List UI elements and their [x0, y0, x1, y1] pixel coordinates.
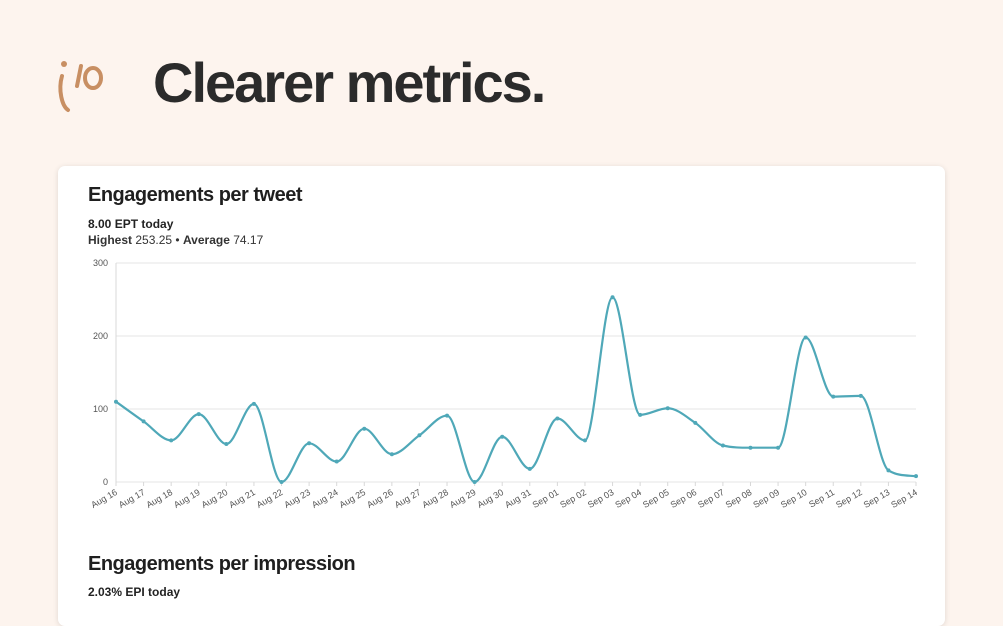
- section-title-ept: Engagements per tweet: [88, 184, 303, 206]
- x-tick-label: Sep 13: [862, 487, 892, 510]
- logo-stroke-i: [58, 74, 70, 112]
- data-point: [389, 452, 394, 457]
- x-tick-label: Sep 07: [696, 487, 726, 510]
- data-point: [803, 335, 808, 340]
- data-point: [720, 443, 725, 448]
- metrics-card: Engagements per tweet 8.00 EPT today Hig…: [58, 166, 945, 626]
- x-tick-label: Sep 01: [531, 487, 561, 510]
- x-tick-label: Sep 05: [641, 487, 671, 510]
- data-point: [445, 413, 450, 418]
- series-line: [115, 296, 917, 484]
- data-point: [831, 394, 836, 399]
- y-tick-label: 100: [93, 404, 108, 414]
- data-point: [610, 295, 615, 300]
- x-tick-label: Aug 17: [117, 487, 147, 510]
- data-point: [196, 412, 201, 417]
- x-tick-label: Aug 30: [475, 487, 505, 510]
- y-tick-label: 0: [103, 477, 108, 487]
- x-tick-label: Aug 31: [503, 487, 533, 510]
- ept-today: 8.00 EPT today: [88, 217, 174, 231]
- data-point: [362, 426, 367, 431]
- data-point: [748, 445, 753, 450]
- data-point: [500, 434, 505, 439]
- x-tick-label: Aug 25: [338, 487, 368, 510]
- x-tick-label: Aug 28: [420, 487, 450, 510]
- logo-stroke-l: [75, 64, 83, 88]
- logo-dot: [61, 61, 67, 67]
- data-point: [251, 401, 256, 406]
- y-tick-label: 300: [93, 258, 108, 268]
- average-label: Average: [182, 233, 230, 247]
- data-point: [334, 459, 339, 464]
- x-tick-label: Sep 04: [613, 487, 643, 510]
- x-tick-label: Aug 16: [89, 487, 119, 510]
- x-tick-label: Aug 19: [172, 487, 202, 510]
- data-point: [417, 433, 422, 438]
- x-tick-label: Sep 09: [751, 487, 781, 510]
- headline: Clearer metrics.: [153, 51, 546, 114]
- data-point: [141, 419, 146, 424]
- separator: •: [175, 233, 180, 247]
- section-title-epi: Engagements per impression: [88, 553, 356, 575]
- x-tick-label: Aug 22: [255, 487, 285, 510]
- data-point: [279, 480, 284, 484]
- data-point: [224, 442, 229, 447]
- data-point: [582, 438, 587, 443]
- highest-label: Highest: [88, 233, 133, 247]
- x-tick-label: Aug 27: [393, 487, 423, 510]
- data-point: [169, 438, 174, 443]
- x-tick-label: Aug 24: [310, 487, 340, 510]
- x-tick-label: Aug 20: [200, 487, 230, 510]
- highest-value: 253.25: [135, 233, 173, 247]
- data-point: [638, 412, 643, 417]
- data-point: [886, 468, 891, 473]
- data-point: [555, 416, 560, 421]
- epi-today: 2.03% EPI today: [88, 585, 181, 599]
- x-tick-label: Aug 18: [144, 487, 174, 510]
- x-tick-label: Aug 26: [365, 487, 395, 510]
- data-point: [307, 441, 312, 446]
- logo-stroke-o: [83, 66, 103, 90]
- x-tick-label: Sep 03: [586, 487, 616, 510]
- x-tick-label: Sep 10: [779, 487, 809, 510]
- data-point: [693, 420, 698, 425]
- x-tick-label: Sep 08: [724, 487, 754, 510]
- y-tick-label: 200: [93, 331, 108, 341]
- data-point: [776, 445, 781, 450]
- data-point: [665, 406, 670, 411]
- data-point: [914, 474, 918, 479]
- x-tick-label: Sep 11: [807, 487, 836, 510]
- x-tick-label: Aug 23: [282, 487, 312, 510]
- logo-icon: [58, 61, 103, 112]
- x-tick-label: Sep 06: [669, 487, 699, 510]
- x-tick-label: Aug 29: [448, 487, 478, 510]
- x-tick-label: Sep 02: [558, 487, 588, 510]
- x-tick-label: Sep 14: [889, 487, 919, 510]
- data-point: [472, 480, 477, 484]
- data-point: [527, 466, 532, 471]
- x-tick-label: Sep 12: [834, 487, 864, 510]
- x-tick-label: Aug 21: [227, 487, 257, 510]
- ept-stats: Highest 253.25 • Average 74.17: [88, 233, 263, 247]
- data-point: [858, 393, 863, 398]
- data-point: [114, 399, 118, 404]
- average-value: 74.17: [233, 233, 264, 247]
